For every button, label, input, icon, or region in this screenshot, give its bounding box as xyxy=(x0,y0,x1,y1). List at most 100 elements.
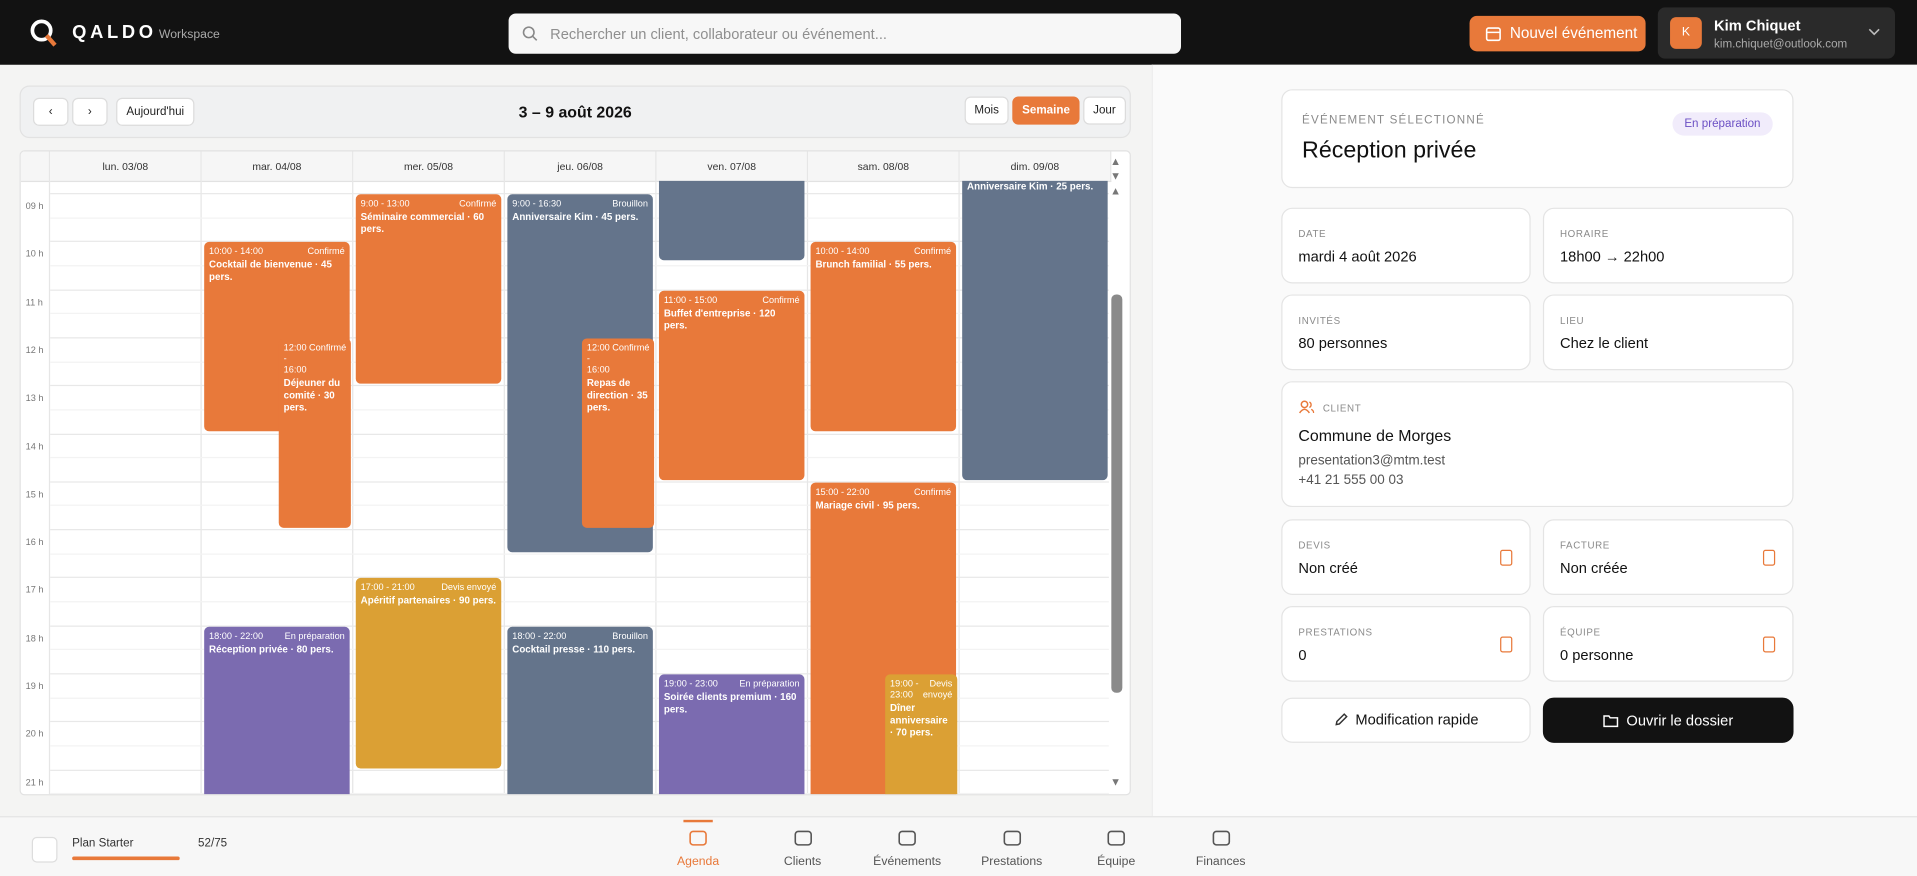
doc-icon xyxy=(1762,549,1776,566)
new-event-label: Nouvel événement xyxy=(1509,24,1638,42)
new-event-button[interactable]: Nouvel événement xyxy=(1469,15,1646,52)
scroll-arrow[interactable]: ▼ xyxy=(1110,169,1122,183)
brand: QALDO xyxy=(72,21,157,43)
selected-title: Réception privée xyxy=(1302,138,1477,164)
day-header: mar. 04/08 xyxy=(201,151,354,183)
doc-value: Non créé xyxy=(1298,559,1358,577)
event-time: 18:00 - 22:00 xyxy=(209,630,264,642)
event-time: 18:00 - 22:00 xyxy=(512,630,567,642)
event-title: Anniversaire Kim · 45 pers. xyxy=(512,211,639,223)
nav-item[interactable]: Prestations xyxy=(959,817,1064,876)
event-continued xyxy=(658,180,805,261)
event[interactable]: 12:00 - 16:00 Confirmé Déjeuner du comité … xyxy=(278,338,351,528)
info-card: LIEU Chez le client xyxy=(1542,294,1794,371)
bottom-bar: Plan Starter 52/75 Agenda Clients Événemen… xyxy=(0,816,1917,876)
view-button[interactable]: Mois xyxy=(964,96,1009,125)
day-column xyxy=(655,180,657,795)
usage-track xyxy=(72,856,227,861)
scrollbar-thumb xyxy=(1111,294,1123,693)
chevron xyxy=(1868,28,1880,36)
user-menu[interactable]: K Kim Chiquet kim.chiquet@outlook.com xyxy=(1657,7,1895,59)
time-column-border xyxy=(48,180,51,795)
event-title: Dîner anniversaire · 70 pers. xyxy=(890,702,948,738)
view-button[interactable]: Jour xyxy=(1083,96,1126,125)
scroll-arrow[interactable]: ▼ xyxy=(1110,775,1122,789)
event-title: Mariage civil · 95 pers. xyxy=(815,499,920,511)
info-label: DATE xyxy=(1298,228,1327,240)
doc-label: DEVIS xyxy=(1298,540,1331,552)
doc-card: FACTURE Non créée xyxy=(1542,519,1794,596)
next-button[interactable]: › xyxy=(72,97,108,126)
doc-icon xyxy=(1500,549,1513,566)
event[interactable]: 9:00 - 13:00 Confirmé Séminaire commercial… xyxy=(355,194,502,384)
event[interactable]: 10:00 - 14:00 Confirmé Cocktail de bienven… xyxy=(204,242,350,432)
info-label: INVITÉS xyxy=(1298,315,1341,327)
corner xyxy=(20,151,51,183)
nav-label: Événements xyxy=(873,855,942,869)
hour-line xyxy=(50,625,1109,627)
client-phone: +41 21 555 00 03 xyxy=(1298,472,1404,488)
half-hour-line xyxy=(50,553,1109,555)
today-button[interactable]: Aujourd'hui xyxy=(116,97,195,126)
calendar-icon xyxy=(1485,27,1501,42)
nav-label: Agenda xyxy=(677,855,720,869)
doc-label: PRESTATIONS xyxy=(1298,626,1373,638)
event-header: 12:00 - 16:00 Confirmé xyxy=(284,342,347,375)
nav-item[interactable]: Clients xyxy=(750,817,855,876)
day-column xyxy=(806,180,809,795)
doc-card: ÉQUIPE 0 personne xyxy=(1542,606,1794,682)
scroll-arrow[interactable]: ▲ xyxy=(1110,184,1122,197)
search[interactable]: Rechercher un client, collaborateur ou é… xyxy=(508,13,1182,54)
event-header: 17:00 - 21:00 Devis envoyé xyxy=(361,582,497,593)
nav-item[interactable]: Équipe xyxy=(1064,817,1169,876)
view-switch: Mois Semaine Jour xyxy=(964,96,1126,125)
event[interactable]: 12:00 - 16:00 Confirmé Repas de direction … xyxy=(581,338,655,528)
event[interactable]: 10:00 - 14:00 Confirmé Brunch familial · 5… xyxy=(810,242,957,432)
event-status: Devis envoyé xyxy=(922,678,953,701)
event[interactable]: Anniversaire Kim · 25 pers. xyxy=(962,180,1108,480)
day-header: sam. 08/08 xyxy=(808,151,960,183)
info-label: HORAIRE xyxy=(1560,228,1609,240)
event-header: 12:00 - 16:00 Confirmé xyxy=(587,341,650,375)
nav-item[interactable]: Agenda xyxy=(646,817,751,876)
prev-button[interactable]: ‹ xyxy=(33,97,69,126)
event-header: 19:00 - 23:00 En préparation xyxy=(664,678,800,689)
event-header: 18:00 - 22:00 En préparation xyxy=(209,630,345,641)
info-card: DATE mardi 4 août 2026 xyxy=(1281,207,1531,284)
day-header: mer. 05/08 xyxy=(353,151,505,183)
calendar-body: 09 h 10 h 11 h 12 h 13 h 14 h 15 h 16 h 17 h 18 h… xyxy=(21,180,1109,795)
status-badge: En préparation xyxy=(1672,112,1773,136)
hour-label: 14 h xyxy=(25,440,44,452)
hour-label: 18 h xyxy=(25,632,44,644)
date-range: 3 – 9 août 2026 xyxy=(518,102,632,121)
nav-item[interactable]: Événements xyxy=(855,817,960,876)
open-file-button[interactable]: Ouvrir le dossier xyxy=(1542,697,1794,743)
day-column xyxy=(503,180,505,795)
info-value: Chez le client xyxy=(1560,334,1649,352)
hour-label: 09 h xyxy=(25,200,44,212)
hour-label: 15 h xyxy=(25,488,44,500)
event[interactable]: 17:00 - 21:00 Devis envoyé Apéritif parten… xyxy=(355,578,502,768)
event-header: 10:00 - 14:00 Confirmé xyxy=(815,246,951,257)
user-email: kim.chiquet@outlook.com xyxy=(1714,37,1848,52)
nav-label: Finances xyxy=(1195,855,1246,869)
event-time: 9:00 - 16:30 xyxy=(512,197,562,209)
quick-edit-button[interactable]: Modification rapide xyxy=(1281,697,1531,743)
nav-label: Clients xyxy=(783,855,822,869)
event-status: Confirmé xyxy=(612,341,650,353)
search-icon xyxy=(522,26,538,41)
plan-usage: 52/75 xyxy=(198,836,228,851)
event-title: Apéritif partenaires · 90 pers. xyxy=(360,595,497,607)
event[interactable]: 11:00 - 15:00 Confirmé Buffet d'entreprise… xyxy=(658,290,805,480)
event[interactable]: 19:00 - 23:00 Devis envoyé Dîner anniversa… xyxy=(885,674,958,795)
scroll-arrow[interactable]: ▲ xyxy=(1110,155,1122,168)
event[interactable]: 18:00 - 22:00 Brouillon Cocktail presse · … xyxy=(507,626,653,795)
event[interactable]: 19:00 - 23:00 En préparation Soirée client… xyxy=(658,674,805,795)
event[interactable]: 18:00 - 22:00 En préparation Réception pri… xyxy=(204,626,350,795)
view-button[interactable]: Semaine xyxy=(1012,96,1080,125)
nav-item[interactable]: Finances xyxy=(1168,817,1273,876)
day-header: dim. 09/08 xyxy=(959,151,1112,183)
info-value: 18h00 → 22h00 xyxy=(1560,248,1665,266)
event-title: Cocktail de bienvenue · 45 pers. xyxy=(209,259,332,283)
